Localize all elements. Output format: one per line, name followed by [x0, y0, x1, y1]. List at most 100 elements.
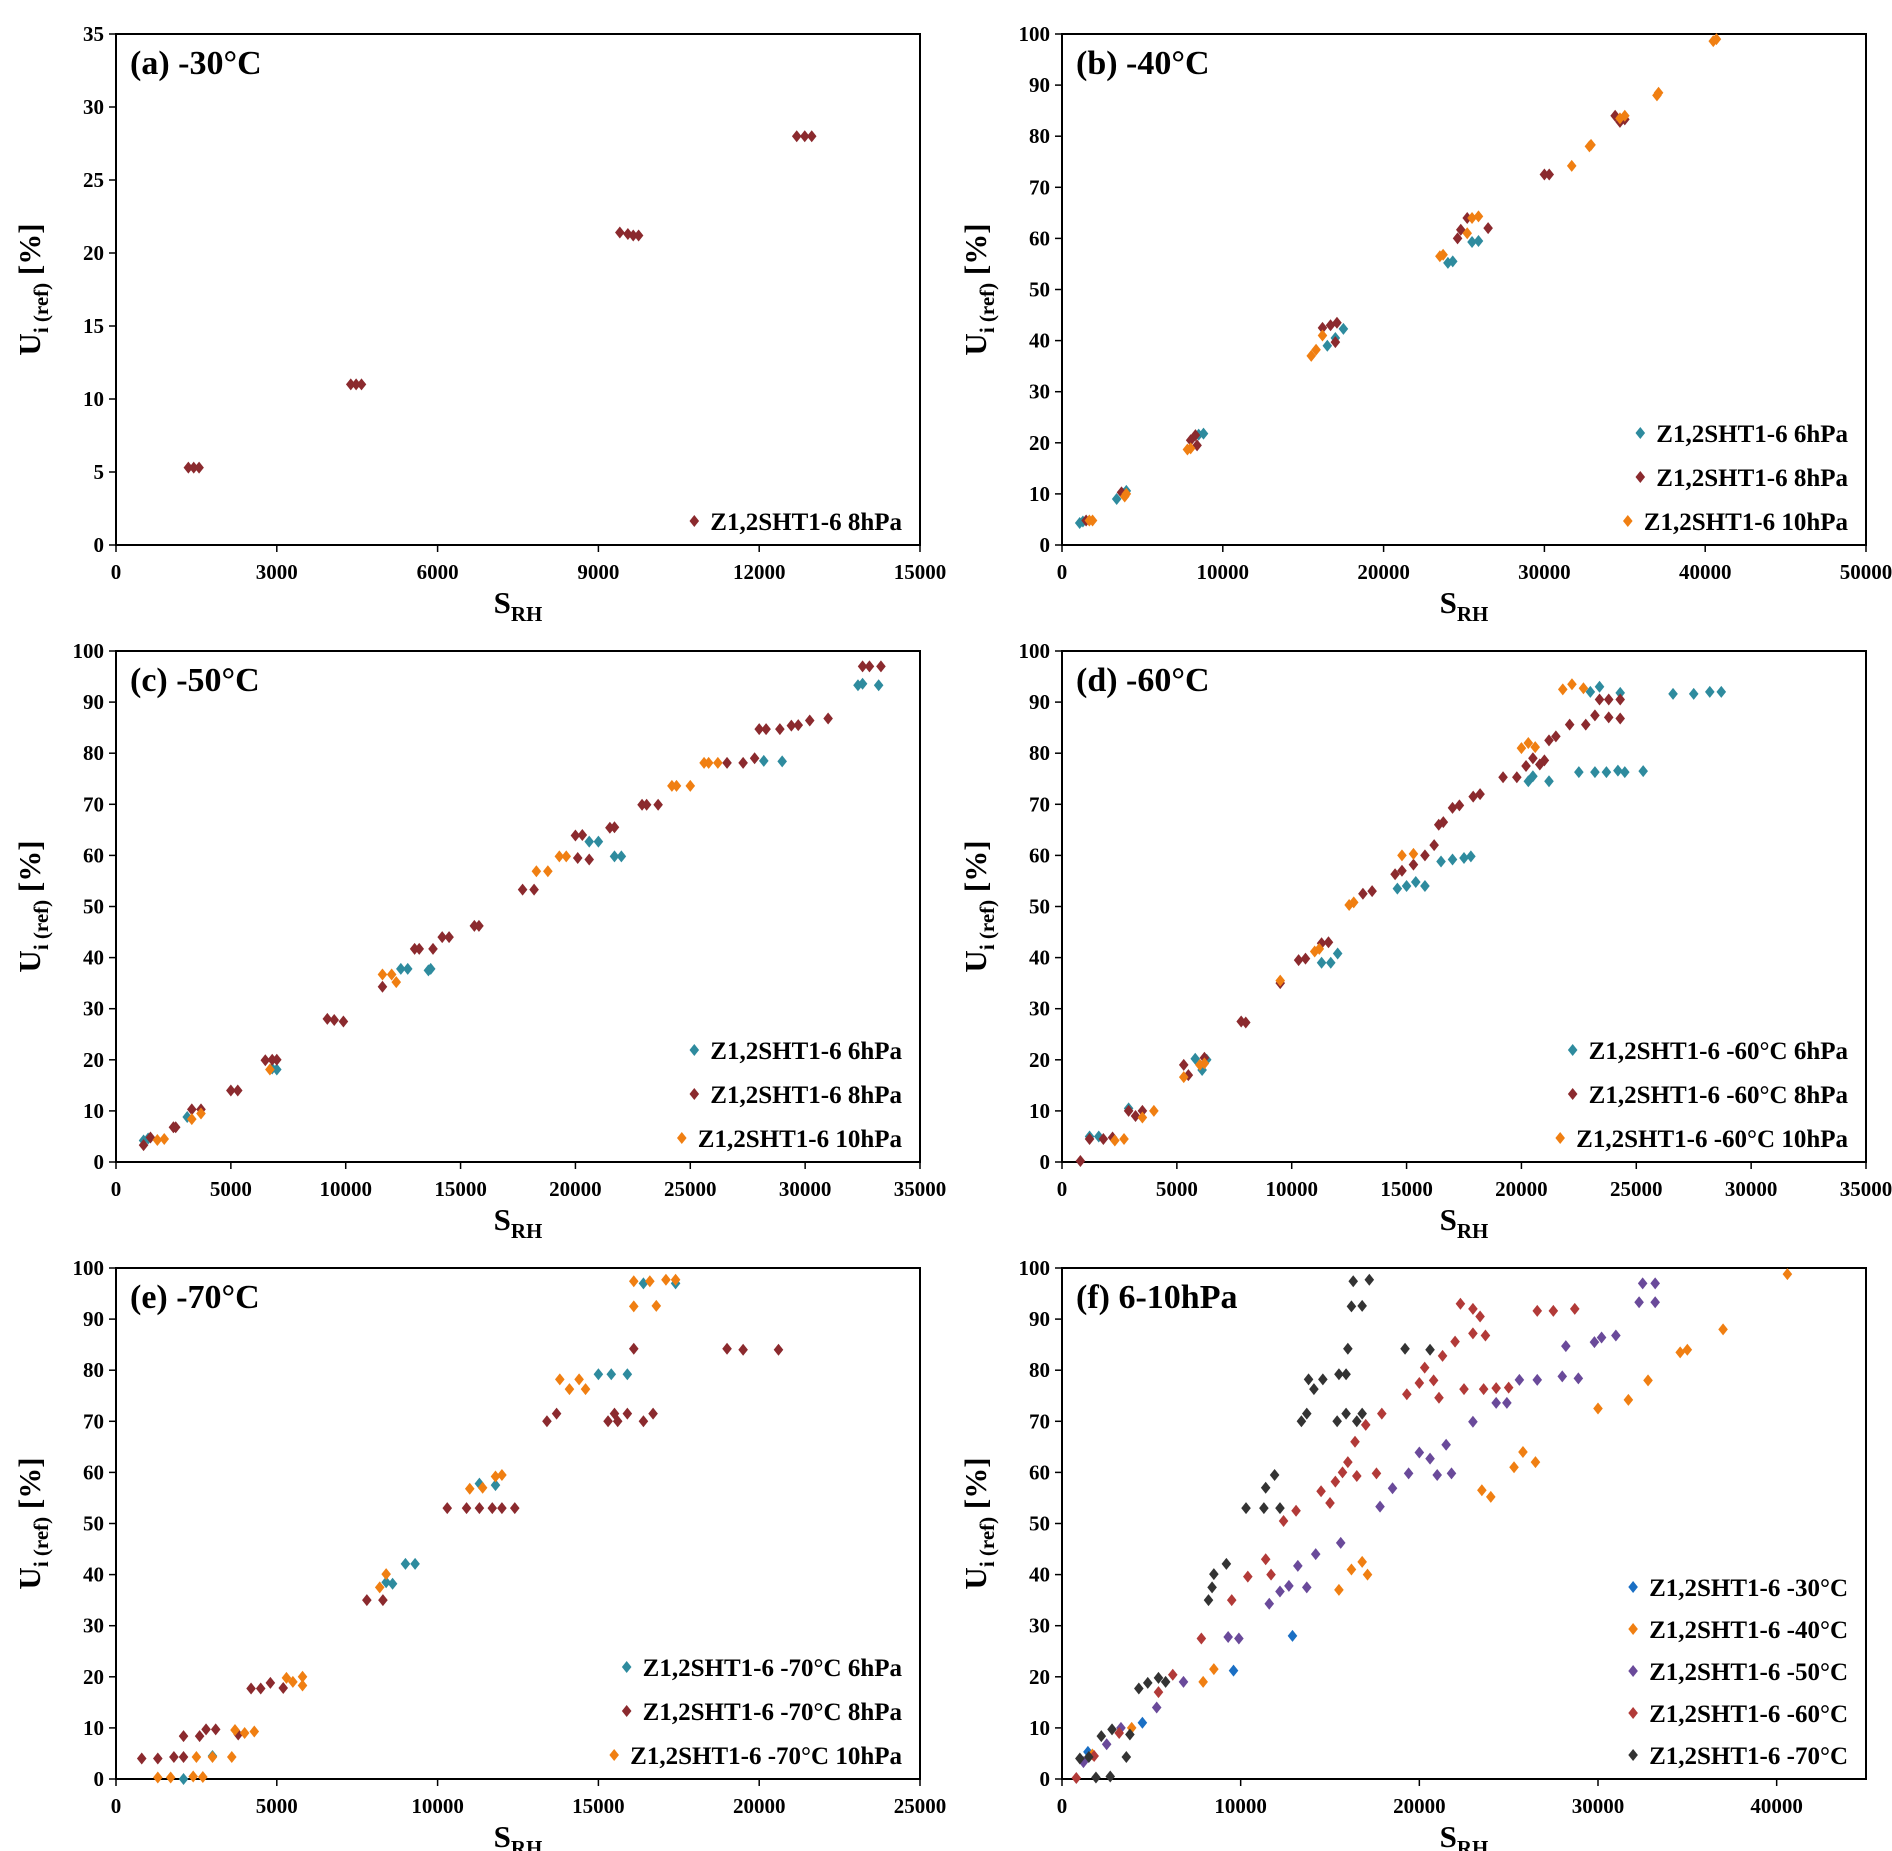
data-point [1528, 752, 1538, 765]
data-point [570, 829, 581, 842]
data-point [1441, 1438, 1451, 1451]
data-point [381, 1568, 391, 1581]
data-point [638, 1277, 649, 1290]
data-point [1557, 683, 1568, 696]
y-tick-label: 35 [83, 22, 104, 46]
data-point [641, 798, 652, 811]
data-point [1375, 1500, 1385, 1513]
data-point [1573, 1372, 1584, 1385]
data-point [1330, 1475, 1341, 1488]
y-tick-label: 20 [83, 1048, 104, 1072]
data-point [873, 679, 884, 692]
legend-label: Z1,2SHT1-6 10hPa [1644, 509, 1849, 536]
data-point [564, 1383, 575, 1396]
data-point [487, 1502, 498, 1515]
data-point [1149, 1104, 1159, 1117]
data-point [671, 779, 682, 792]
series-2 [1084, 33, 1722, 527]
data-point [1467, 211, 1477, 224]
y-tick-label: 70 [1029, 1409, 1050, 1433]
data-point [645, 1275, 655, 1288]
data-point [265, 1676, 276, 1689]
data-point [1491, 1382, 1501, 1395]
y-tick-label: 40 [83, 1563, 104, 1587]
data-point [1084, 1751, 1094, 1764]
data-point [1338, 322, 1349, 335]
data-point [1266, 1568, 1276, 1581]
legend-label: Z1,2SHT1-6 6hPa [710, 1038, 902, 1065]
legend-label: Z1,2SHT1-6 -70°C 8hPa [643, 1699, 903, 1726]
data-point [207, 1751, 218, 1764]
data-point [1259, 1502, 1269, 1515]
data-point [1620, 109, 1630, 122]
data-point [1521, 759, 1531, 772]
data-point [442, 1502, 453, 1515]
y-tick-label: 50 [83, 895, 104, 919]
data-point [1087, 514, 1098, 527]
data-point [1548, 1304, 1559, 1317]
data-point [1716, 685, 1727, 698]
data-point [1704, 685, 1715, 698]
series-0 [1084, 680, 1727, 1143]
data-point [153, 1771, 163, 1784]
data-point [857, 677, 868, 690]
data-point [823, 712, 833, 725]
data-point [210, 1723, 221, 1736]
data-point [1330, 336, 1341, 349]
legend-marker [1622, 515, 1633, 527]
data-point [1390, 868, 1400, 881]
data-point [1532, 1373, 1543, 1386]
x-tick-label: 40000 [1679, 560, 1732, 584]
data-point [1455, 1297, 1466, 1310]
data-point [1275, 974, 1286, 987]
data-point [1121, 487, 1132, 500]
data-point [1459, 851, 1469, 864]
y-axis-label: Ui (ref) [%] [12, 840, 53, 972]
legend-marker [1628, 1749, 1638, 1761]
data-point [1264, 1597, 1275, 1610]
legend-marker [676, 1132, 687, 1144]
data-point [1603, 693, 1614, 706]
data-point [1364, 1273, 1375, 1286]
x-tick-label: 30000 [1572, 1794, 1625, 1818]
data-point [338, 1015, 349, 1028]
data-point [670, 1273, 681, 1286]
x-tick-label: 10000 [1265, 1177, 1318, 1201]
data-point [1190, 1052, 1201, 1065]
y-axis-label: Ui (ref) [%] [958, 1457, 999, 1589]
data-point [226, 1084, 236, 1097]
data-point [153, 1752, 163, 1765]
x-tick-label: 5000 [210, 1177, 252, 1201]
data-point [1107, 1723, 1117, 1736]
legend-marker [689, 1044, 700, 1056]
data-point [1468, 790, 1478, 803]
data-point [1512, 771, 1522, 784]
x-tick-label: 10000 [411, 1794, 464, 1818]
y-tick-label: 20 [83, 241, 104, 265]
data-point [497, 1502, 507, 1515]
x-tick-label: 25000 [894, 1794, 947, 1818]
data-point [749, 752, 760, 765]
plot-frame [115, 650, 921, 1163]
plot-frame [1061, 33, 1867, 546]
data-point [410, 1557, 420, 1570]
data-point [1437, 1349, 1448, 1362]
data-point [1539, 168, 1550, 181]
data-point [1334, 1368, 1344, 1381]
data-point [1466, 850, 1476, 863]
panel-e: 0 10 20 30 40 50 60 70 80 90 100 0 5000 10000 15000 200… [0, 1234, 946, 1851]
data-point [1075, 1154, 1086, 1167]
data-point [1269, 1468, 1280, 1481]
series-0 [1083, 1629, 1298, 1758]
data-point [461, 1502, 472, 1515]
x-tick-label: 6000 [417, 560, 459, 584]
legend-marker [689, 515, 700, 527]
data-point [1114, 1727, 1124, 1740]
data-point [1475, 788, 1485, 801]
series-2 [153, 1273, 681, 1784]
data-point [1301, 1581, 1312, 1594]
data-point [1580, 718, 1591, 731]
data-point [1491, 1396, 1501, 1409]
data-point [1782, 1268, 1793, 1281]
data-point [1462, 227, 1473, 240]
